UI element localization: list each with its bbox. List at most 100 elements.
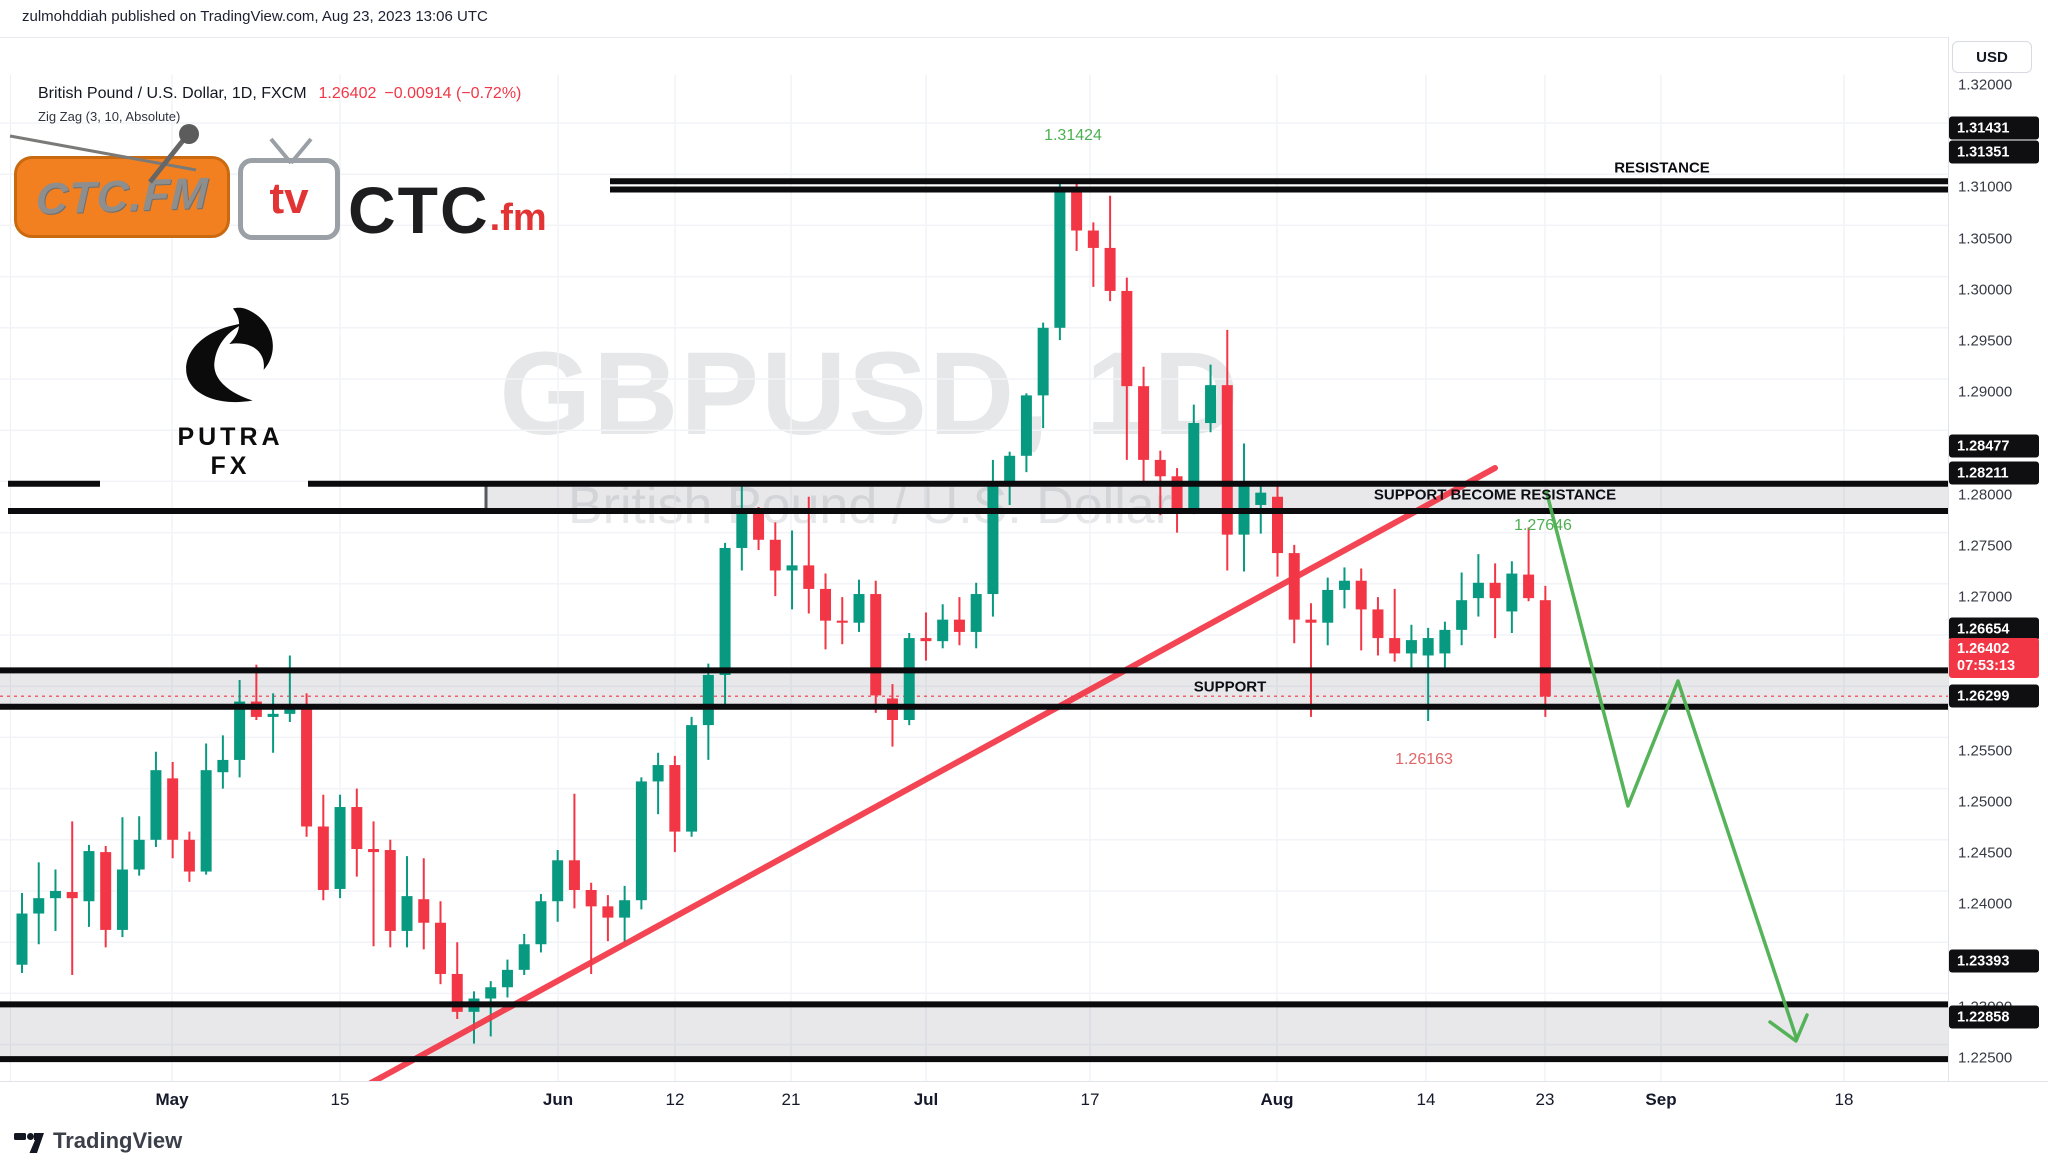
candle-body bbox=[418, 899, 430, 923]
time-axis-label: 21 bbox=[781, 1090, 801, 1109]
time-axis[interactable]: May 15 Jun 12 21 Jul 17 Aug 14 23 Sep 18 bbox=[0, 1081, 2048, 1119]
time-axis-label: 17 bbox=[1080, 1090, 1100, 1109]
symbol-title[interactable]: British Pound / U.S. Dollar, 1D, FXCM bbox=[38, 85, 307, 102]
putra-fx-flame-icon bbox=[186, 307, 273, 403]
level-price-pill: 1.28477 bbox=[1949, 434, 2039, 458]
candle-body bbox=[16, 913, 28, 965]
time-axis-label: 18 bbox=[1834, 1090, 1854, 1109]
tv-icon: tv bbox=[238, 137, 340, 240]
candle-body bbox=[1020, 395, 1032, 456]
tvctc-suffix-text: .fm bbox=[489, 197, 547, 239]
candle-body bbox=[368, 849, 380, 853]
candle-body bbox=[937, 619, 949, 642]
zigzag-high-label: 1.27646 bbox=[1514, 517, 1572, 534]
candle-body bbox=[853, 594, 865, 623]
candle-body bbox=[1405, 640, 1417, 654]
support-zone-fill bbox=[0, 670, 1948, 707]
candle-body bbox=[1255, 492, 1267, 505]
current-price-pill: 1.26402 07:53:13 bbox=[1949, 638, 2039, 678]
price-axis-label: 1.29500 bbox=[1958, 332, 2013, 350]
candle-body bbox=[1489, 582, 1501, 599]
time-axis-label: 14 bbox=[1416, 1090, 1436, 1109]
candle-body bbox=[903, 638, 915, 720]
candle-body bbox=[1138, 386, 1150, 460]
candle-body bbox=[501, 969, 513, 988]
candle-body bbox=[702, 674, 714, 726]
candle-body bbox=[1389, 638, 1401, 654]
candle-body bbox=[1322, 589, 1334, 623]
candle-body bbox=[585, 889, 597, 907]
candle-body bbox=[786, 565, 798, 571]
candle-body bbox=[200, 770, 212, 872]
candle-body bbox=[987, 481, 999, 595]
candle-body bbox=[820, 588, 832, 621]
putra-fx-text: PUTRA FX bbox=[177, 423, 284, 480]
time-axis-label: Jun bbox=[542, 1090, 574, 1109]
candle-body bbox=[234, 701, 246, 760]
candle-body bbox=[1439, 629, 1451, 654]
price-axis-label: 1.32000 bbox=[1958, 76, 2013, 94]
candle-body bbox=[1205, 385, 1217, 424]
attribution-text: zulmohddiah published on TradingView.com… bbox=[22, 8, 488, 25]
candle-body bbox=[351, 807, 363, 850]
projection-path[interactable] bbox=[1544, 489, 1799, 1041]
price-axis-label: 1.31000 bbox=[1958, 178, 2013, 196]
candle-body bbox=[1338, 580, 1350, 590]
support-label: SUPPORT bbox=[1193, 678, 1267, 696]
candle-body bbox=[435, 922, 446, 974]
candle-body bbox=[1272, 496, 1283, 554]
radio-antenna-icon bbox=[9, 124, 199, 184]
candle-body bbox=[1004, 455, 1016, 482]
candle-body bbox=[736, 513, 748, 548]
ascending-trendline[interactable] bbox=[304, 465, 1498, 1121]
candle-body bbox=[1305, 619, 1317, 623]
candle-body bbox=[1104, 247, 1116, 291]
level-price-pill: 1.26299 bbox=[1949, 684, 2039, 708]
candle-body bbox=[1523, 574, 1535, 599]
price-axis-label: 1.28000 bbox=[1958, 486, 2013, 504]
candle-body bbox=[953, 619, 965, 632]
candle-body bbox=[1372, 609, 1384, 639]
last-price: 1.26402 bbox=[318, 85, 377, 102]
zigzag-high-label: 1.31424 bbox=[1044, 127, 1102, 144]
time-axis-label: 23 bbox=[1535, 1090, 1555, 1109]
candle-body bbox=[301, 708, 313, 827]
candle-body bbox=[669, 765, 681, 832]
time-axis-label: Aug bbox=[1260, 1090, 1294, 1109]
candle-body bbox=[183, 839, 195, 872]
tradingview-brand-text[interactable]: TradingView bbox=[53, 1128, 183, 1153]
candle-body bbox=[485, 987, 497, 999]
candle-body bbox=[116, 869, 128, 930]
price-axis-label: 1.27500 bbox=[1958, 537, 2013, 555]
candle-body bbox=[1037, 327, 1049, 396]
candle-body bbox=[1539, 600, 1551, 697]
candle-body bbox=[970, 594, 982, 632]
price-axis-label: 1.30500 bbox=[1958, 230, 2013, 248]
candle-body bbox=[920, 638, 932, 642]
level-price-pill: 1.23393 bbox=[1949, 949, 2039, 973]
price-axis-label: 1.24500 bbox=[1958, 844, 2013, 862]
footer: TradingView bbox=[0, 1118, 2048, 1164]
candle-body bbox=[602, 906, 614, 918]
chart-canvas[interactable] bbox=[0, 38, 2048, 1164]
candle-body bbox=[619, 900, 631, 918]
candle-body bbox=[1188, 423, 1200, 509]
price-axis-label: 1.25500 bbox=[1958, 742, 2013, 760]
price-change: −0.00914 (−0.72%) bbox=[384, 85, 522, 102]
tvctc-main-text: CTC bbox=[348, 173, 490, 247]
price-axis-label: 1.25000 bbox=[1958, 793, 2013, 811]
price-axis-label: 1.29000 bbox=[1958, 383, 2013, 401]
chart-panel[interactable]: GBPUSD, 1D British Pound / U.S. Dollar B… bbox=[0, 37, 2048, 1121]
indicator-label[interactable]: Zig Zag (3, 10, Absolute) bbox=[38, 109, 181, 124]
currency-button[interactable]: USD bbox=[1952, 41, 2032, 73]
price-axis[interactable]: USD 1.32000 1.31000 1.30500 1.30000 1.29500 1… bbox=[1948, 37, 2048, 1081]
candle-body bbox=[518, 944, 530, 970]
candle-body bbox=[1288, 553, 1300, 620]
candle-body bbox=[1154, 459, 1166, 477]
candle-body bbox=[1121, 290, 1133, 387]
candle-body bbox=[535, 901, 547, 945]
candle-body bbox=[1456, 600, 1468, 630]
candle-body bbox=[1506, 573, 1518, 612]
demand-zone-zone-fill bbox=[0, 1004, 1948, 1060]
